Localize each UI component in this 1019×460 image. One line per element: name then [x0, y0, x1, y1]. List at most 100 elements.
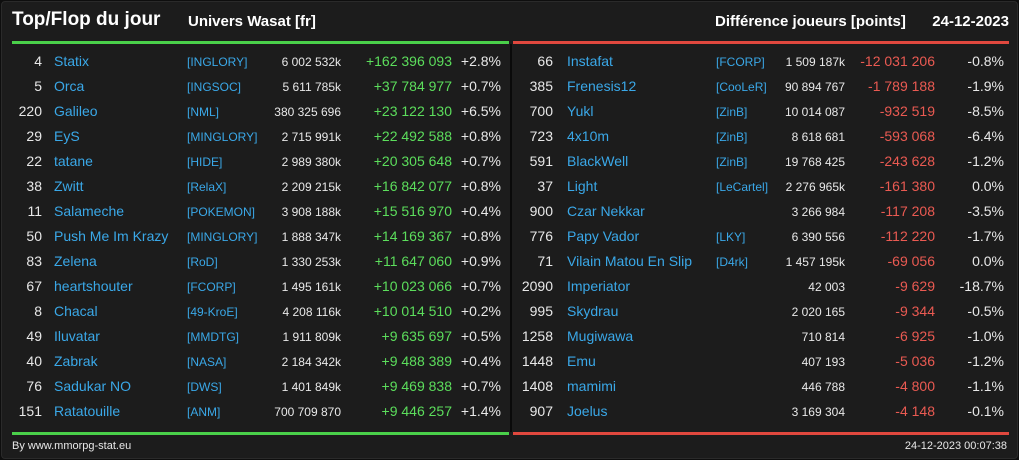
- alliance-tag-link[interactable]: [CooLeR]: [716, 80, 767, 94]
- player-rank: 29: [26, 128, 42, 144]
- table-row: 385 Frenesis12 [CooLeR] 90 894 767 -1 789 18…: [513, 74, 1009, 99]
- player-name-link[interactable]: Skydrau: [567, 303, 619, 319]
- alliance-tag-link[interactable]: [RoD]: [187, 255, 218, 269]
- points-delta: +23 122 130: [373, 103, 452, 119]
- alliance-tag-link[interactable]: [FCORP]: [716, 55, 765, 69]
- player-name-link[interactable]: Galileo: [54, 103, 98, 119]
- alliance-tag-link[interactable]: [MINGLORY]: [187, 130, 258, 144]
- alliance-tag-link[interactable]: [MINGLORY]: [187, 230, 258, 244]
- table-row: 50 Push Me Im Krazy [MINGLORY] 1 888 347k +1…: [12, 224, 509, 249]
- player-name-link[interactable]: Papy Vador: [567, 228, 640, 244]
- flop-players-list: 66 Instafat [FCORP] 1 509 187k -12 031 206 -0…: [513, 49, 1009, 424]
- alliance-tag-link[interactable]: [ZinB]: [716, 130, 748, 144]
- player-rank: 220: [18, 103, 42, 119]
- top-accent-bar-bottom: [12, 432, 509, 435]
- alliance-tag-link[interactable]: [LeCartel]: [716, 180, 769, 194]
- player-name-link[interactable]: Zabrak: [54, 353, 98, 369]
- points-delta: -161 380: [879, 178, 935, 194]
- player-name-link[interactable]: Emu: [567, 353, 596, 369]
- table-row: 37 Light [LeCartel] 2 276 965k -161 380 0.0%: [513, 174, 1009, 199]
- player-name-link[interactable]: BlackWell: [567, 153, 629, 169]
- player-name-link[interactable]: Chacal: [54, 303, 98, 319]
- player-name-link[interactable]: Sadukar NO: [54, 378, 132, 394]
- alliance-tag-link[interactable]: [INGLORY]: [187, 55, 248, 69]
- points-delta: -243 628: [879, 153, 935, 169]
- player-rank: 2090: [521, 278, 553, 294]
- player-name-link[interactable]: Instafat: [567, 53, 613, 69]
- points-delta: +20 305 648: [373, 153, 452, 169]
- alliance-tag-link[interactable]: [LKY]: [716, 230, 746, 244]
- player-name-link[interactable]: Zwitt: [54, 178, 84, 194]
- top-players-list: 4 Statix [INGLORY] 6 002 532k +162 396 093 +2…: [12, 49, 509, 424]
- points-delta: -69 056: [887, 253, 935, 269]
- alliance-tag-link[interactable]: [RelaX]: [187, 180, 227, 194]
- player-name-link[interactable]: EyS: [54, 128, 80, 144]
- player-name-link[interactable]: mamimi: [567, 378, 616, 394]
- player-name-link[interactable]: Czar Nekkar: [567, 203, 645, 219]
- delta-percent: +0.4%: [460, 203, 501, 219]
- alliance-tag-link[interactable]: [ZinB]: [716, 155, 748, 169]
- points-delta: +10 014 510: [373, 303, 452, 319]
- player-name-link[interactable]: Mugiwawa: [567, 328, 634, 344]
- player-name-link[interactable]: Vilain Matou En Slip: [567, 253, 693, 269]
- player-name-link[interactable]: Ratatouille: [54, 403, 121, 419]
- player-name-link[interactable]: Orca: [54, 78, 85, 94]
- alliance-tag-link[interactable]: [DWS]: [187, 380, 222, 394]
- table-row: 38 Zwitt [RelaX] 2 209 215k +16 842 077 +0.8%: [12, 174, 509, 199]
- player-rank: 1408: [521, 378, 553, 394]
- alliance-tag-link[interactable]: [NML]: [187, 105, 220, 119]
- player-name-link[interactable]: Frenesis12: [567, 78, 637, 94]
- player-name-link[interactable]: heartshouter: [54, 278, 133, 294]
- player-name-link[interactable]: tatane: [54, 153, 93, 169]
- player-name-link[interactable]: Imperiator: [567, 278, 631, 294]
- alliance-tag-link[interactable]: [49-KroE]: [187, 305, 238, 319]
- player-points: 710 814: [801, 330, 845, 344]
- player-rank: 995: [529, 303, 553, 319]
- player-rank: 1258: [521, 328, 553, 344]
- player-name-link[interactable]: Iluvatar: [54, 328, 100, 344]
- player-name-link[interactable]: Yukl: [567, 103, 594, 119]
- alliance-tag-link[interactable]: [INGSOC]: [187, 80, 242, 94]
- player-name-link[interactable]: Joelus: [567, 403, 608, 419]
- difference-label: Différence joueurs [points]: [715, 13, 906, 30]
- player-name-link[interactable]: Zelena: [54, 253, 97, 269]
- player-points: 1 509 187k: [785, 55, 845, 69]
- alliance-tag-link[interactable]: [HIDE]: [187, 155, 223, 169]
- player-rank: 700: [529, 103, 553, 119]
- player-name-link[interactable]: Light: [567, 178, 598, 194]
- points-delta: -9 344: [895, 303, 935, 319]
- alliance-tag-link[interactable]: [ZinB]: [716, 105, 748, 119]
- player-points: 2 989 380k: [281, 155, 341, 169]
- alliance-tag-link[interactable]: [MMDTG]: [187, 330, 239, 344]
- alliance-tag-link[interactable]: [FCORP]: [187, 280, 236, 294]
- alliance-tag-link[interactable]: [D4rk]: [716, 255, 749, 269]
- alliance-tag-link[interactable]: [ANM]: [187, 405, 221, 419]
- player-name-link[interactable]: Statix: [54, 53, 90, 69]
- player-rank: 151: [18, 403, 42, 419]
- table-row: 907 Joelus 3 169 304 -4 148 -0.1%: [513, 399, 1009, 424]
- points-delta: -5 036: [895, 353, 935, 369]
- table-row: 67 heartshouter [FCORP] 1 495 161k +10 023 0…: [12, 274, 509, 299]
- delta-percent: 0.0%: [972, 253, 1004, 269]
- player-rank: 723: [529, 128, 553, 144]
- player-name-link[interactable]: Salameche: [54, 203, 125, 219]
- alliance-tag-link[interactable]: [POKEMON]: [187, 205, 256, 219]
- delta-percent: +0.8%: [460, 228, 501, 244]
- player-name-link[interactable]: 4x10m: [567, 128, 610, 144]
- flop-accent-bar: [513, 41, 1009, 44]
- alliance-tag-link[interactable]: [NASA]: [187, 355, 227, 369]
- player-points: 700 709 870: [274, 405, 341, 419]
- player-name-link[interactable]: Push Me Im Krazy: [54, 228, 169, 244]
- player-points: 2 209 215k: [281, 180, 341, 194]
- player-rank: 67: [26, 278, 42, 294]
- player-points: 19 768 425: [784, 155, 845, 169]
- date-label: 24-12-2023: [932, 13, 1009, 30]
- delta-percent: -18.7%: [959, 278, 1004, 294]
- player-points: 1 401 849k: [281, 380, 341, 394]
- table-row: 1258 Mugiwawa 710 814 -6 925 -1.0%: [513, 324, 1009, 349]
- player-points: 446 788: [801, 380, 845, 394]
- player-points: 6 390 556: [791, 230, 845, 244]
- table-row: 66 Instafat [FCORP] 1 509 187k -12 031 206 -0…: [513, 49, 1009, 74]
- delta-percent: -8.5%: [967, 103, 1004, 119]
- table-row: 8 Chacal [49-KroE] 4 208 116k +10 014 510 +0.…: [12, 299, 509, 324]
